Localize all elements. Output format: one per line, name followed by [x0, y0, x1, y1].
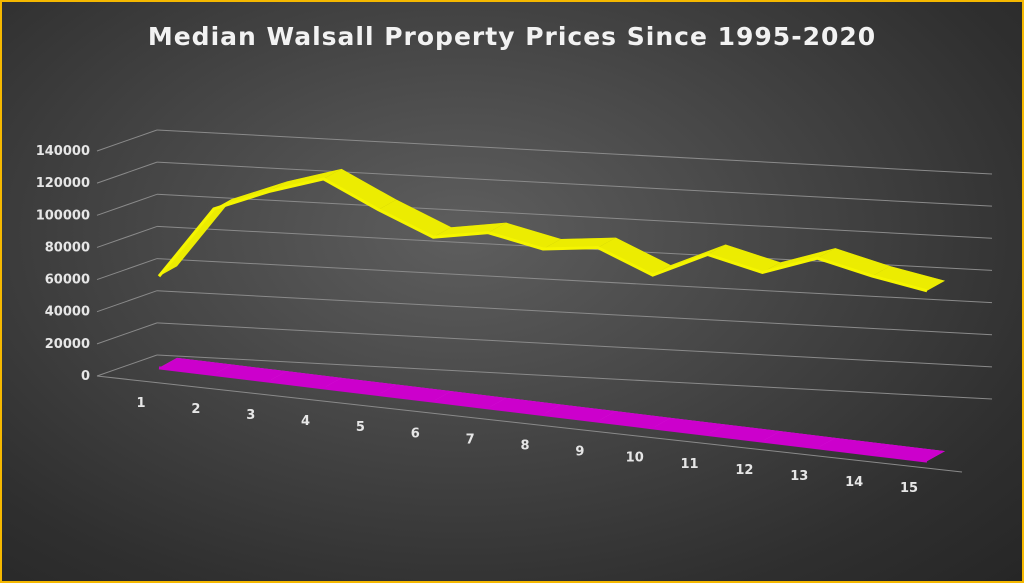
y-tick-label: 0 [81, 369, 90, 384]
series-segment [433, 391, 507, 408]
x-tick-label: 9 [575, 445, 584, 460]
gridline-back [156, 290, 993, 336]
series-segment [817, 437, 891, 455]
y-tick-label: 60000 [45, 273, 90, 288]
x-tick-label: 2 [191, 402, 200, 417]
series-segment [268, 371, 342, 388]
series-segment [159, 198, 232, 277]
series-segment [433, 222, 507, 238]
gridline-side [96, 193, 158, 216]
y-tick-label: 80000 [45, 240, 90, 255]
series-segment [872, 444, 945, 462]
y-axis-ticks: 0 20000 40000 60000 80000 100000 120000 140000 [36, 144, 90, 384]
x-tick-label: 15 [900, 481, 918, 496]
x-axis-line [96, 375, 963, 473]
x-tick-label: 13 [790, 469, 808, 484]
gridline-side [96, 290, 158, 313]
x-tick-label: 11 [681, 457, 699, 472]
series-segment [817, 248, 891, 277]
series-segment [597, 411, 671, 428]
series-segment [597, 237, 671, 276]
y-tick-label: 100000 [36, 208, 90, 223]
series-segment [378, 384, 452, 402]
x-tick-label: 1 [136, 396, 145, 411]
gridline-back [156, 129, 993, 175]
gridline-side [96, 225, 158, 248]
x-tick-label: 12 [735, 463, 753, 478]
gridline-back [156, 161, 993, 207]
x-tick-label: 7 [466, 432, 475, 447]
y-tick-label: 40000 [45, 305, 90, 320]
y-tick-label: 140000 [36, 144, 90, 159]
series-segment [323, 377, 397, 395]
gridline-back [156, 193, 993, 239]
series-segment [159, 357, 232, 375]
series-segment [323, 168, 397, 210]
x-tick-label: 10 [626, 451, 644, 466]
gridline-back [156, 322, 993, 368]
y-tick-label: 20000 [45, 337, 90, 352]
gridline-side [96, 354, 158, 377]
y-tick-label: 120000 [36, 176, 90, 191]
series-segment [488, 222, 561, 249]
x-axis: 1 2 3 4 5 6 7 8 9 10 11 12 13 14 15 [96, 375, 963, 496]
series-segment [707, 244, 781, 273]
series-segment [762, 431, 836, 448]
series-segment [488, 397, 561, 415]
gridline-side [96, 161, 158, 184]
series-layer [157, 168, 945, 463]
series-segment [707, 424, 781, 442]
x-tick-label: 6 [411, 426, 420, 441]
chart-title: Median Walsall Property Prices Since 199… [147, 22, 877, 51]
series-segment [213, 364, 287, 382]
x-tick-label: 3 [246, 408, 255, 423]
series-segment [378, 199, 452, 238]
gridline-back [156, 354, 993, 400]
x-tick-label: 4 [301, 414, 310, 429]
series-segment [872, 266, 945, 291]
gridline-side [96, 322, 158, 345]
gridline-side [96, 258, 158, 281]
gridline-side [96, 129, 158, 152]
series-segment [543, 404, 616, 422]
gridline-back [156, 258, 993, 304]
x-tick-label: 5 [356, 420, 365, 435]
x-tick-label: 14 [845, 475, 863, 490]
x-tick-label: 8 [520, 438, 529, 453]
series-segment [652, 417, 726, 435]
